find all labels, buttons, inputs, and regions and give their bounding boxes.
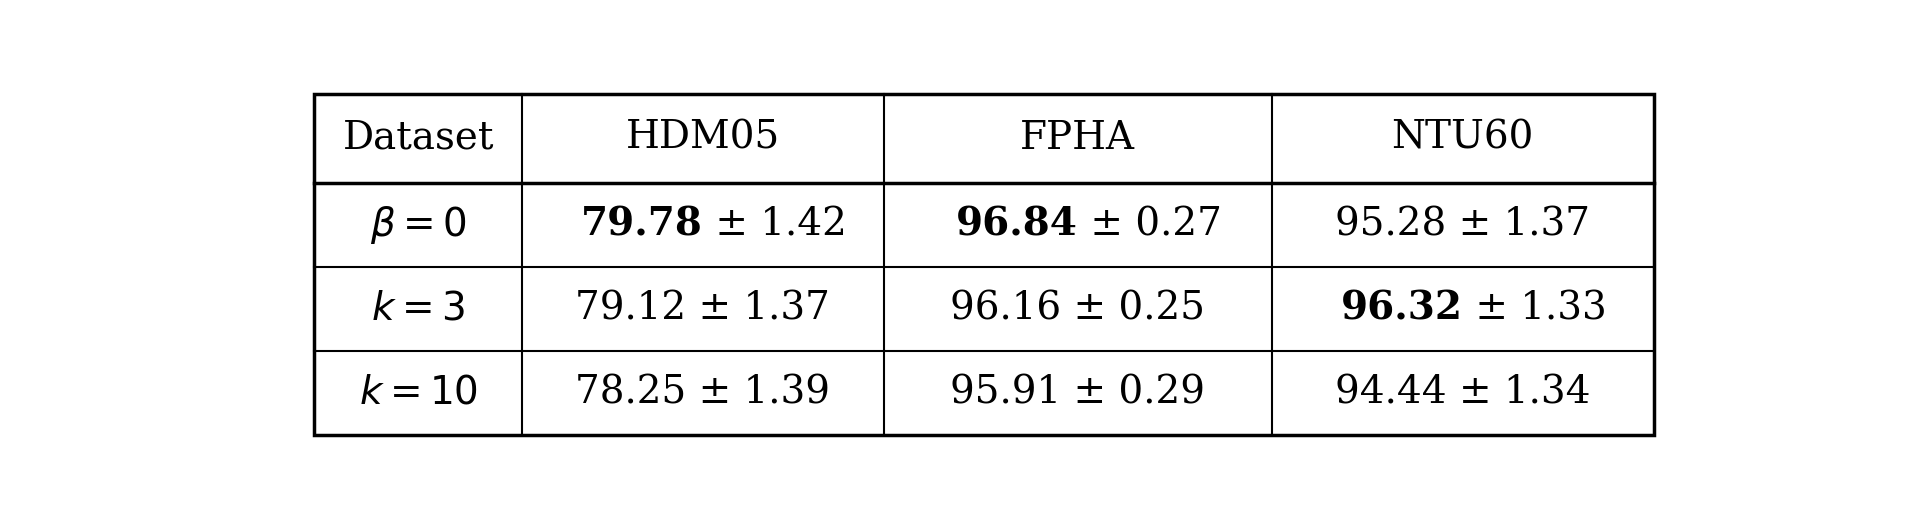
Text: FPHA: FPHA [1020,120,1135,157]
Text: $\beta = 0$: $\beta = 0$ [371,204,467,246]
Text: $k = 10$: $k = 10$ [359,375,478,412]
Text: ± 1.33: ± 1.33 [1463,291,1607,328]
Text: 78.25 ± 1.39: 78.25 ± 1.39 [576,375,829,412]
Text: 79.12 ± 1.37: 79.12 ± 1.37 [576,291,829,328]
Text: 94.44 ± 1.34: 94.44 ± 1.34 [1334,375,1590,412]
Text: 95.28 ± 1.37: 95.28 ± 1.37 [1334,206,1590,243]
Text: HDM05: HDM05 [626,120,780,157]
Text: 96.84: 96.84 [956,206,1077,244]
Text: ± 0.27: ± 0.27 [1077,206,1221,243]
Text: 95.91 ± 0.29: 95.91 ± 0.29 [950,375,1206,412]
Text: 96.32: 96.32 [1340,290,1463,328]
Text: Dataset: Dataset [342,120,493,157]
Text: 96.16 ± 0.25: 96.16 ± 0.25 [950,291,1206,328]
Bar [315,94,1653,436]
Text: $k = 3$: $k = 3$ [371,291,465,328]
Text: 79.78: 79.78 [582,206,703,244]
Text: ± 1.42: ± 1.42 [703,206,847,243]
Text: NTU60: NTU60 [1392,120,1534,157]
